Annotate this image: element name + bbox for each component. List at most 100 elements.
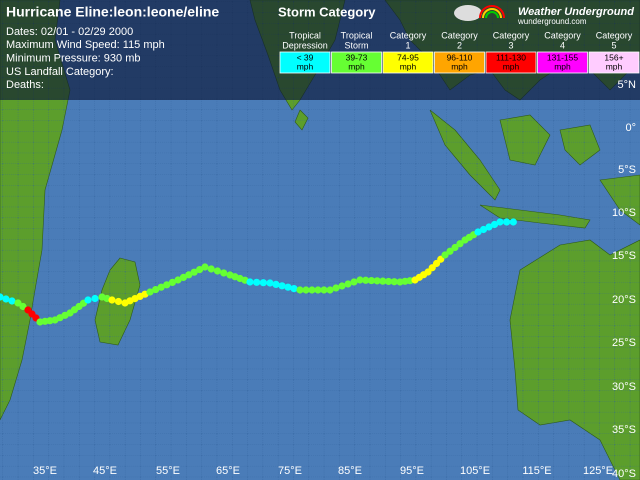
- track-point: [503, 218, 511, 226]
- legend-name: Storm: [344, 40, 368, 50]
- track-point: [213, 267, 222, 275]
- track-point: [8, 297, 16, 305]
- legend-range: mph: [400, 61, 417, 71]
- legend-swatch: [537, 51, 588, 74]
- track-point: [174, 276, 182, 284]
- legend-title: Storm Category: [278, 4, 376, 19]
- track-point: [451, 243, 459, 252]
- track-point: [284, 283, 292, 291]
- track-point: [390, 278, 398, 286]
- track-point: [302, 286, 310, 294]
- legend-swatch: [279, 51, 331, 74]
- info-line: Dates: 02/01 - 02/29 2000: [6, 26, 133, 38]
- legend-name: 5: [611, 40, 616, 50]
- lon-label: 85°E: [338, 465, 362, 477]
- legend-range: mph: [503, 61, 520, 71]
- track-point: [356, 276, 364, 284]
- track-point: [338, 282, 346, 290]
- legend-range: mph: [451, 61, 468, 71]
- legend-swatch: [434, 51, 485, 74]
- legend-swatch: [382, 51, 434, 74]
- lat-label: 35°S: [612, 424, 636, 436]
- track-point: [163, 281, 171, 289]
- track-point: [479, 225, 488, 234]
- track-point: [152, 286, 160, 294]
- track-point: [320, 286, 328, 294]
- lat-label: 40°S: [612, 468, 636, 480]
- track-point: [19, 302, 27, 311]
- track-point: [456, 240, 464, 248]
- lat-label: 0°: [625, 122, 636, 134]
- track-point: [2, 295, 10, 303]
- lon-label: 45°E: [93, 465, 117, 477]
- lon-label: 125°E: [583, 465, 613, 477]
- legend-range: 131-155: [547, 52, 578, 62]
- legend-name: 4: [560, 40, 565, 50]
- track-point: [108, 296, 116, 304]
- track-point: [441, 251, 449, 259]
- track-point: [362, 276, 370, 284]
- track-point: [314, 286, 322, 294]
- track-point: [485, 223, 493, 231]
- info-line: Deaths:: [6, 79, 44, 91]
- legend-range: 96-110: [447, 52, 473, 62]
- track-point: [326, 286, 334, 294]
- track-point: [91, 294, 99, 303]
- track-point: [474, 228, 482, 236]
- track-point: [350, 278, 358, 286]
- lon-label: 75°E: [278, 465, 302, 477]
- lon-label: 65°E: [216, 465, 240, 477]
- legend-range: mph: [297, 61, 314, 71]
- info-line: Maximum Wind Speed: 115 mph: [6, 39, 165, 51]
- legend-name: Tropical: [289, 30, 321, 40]
- track-point: [509, 218, 517, 226]
- track-point: [272, 280, 280, 288]
- track-point: [379, 277, 387, 285]
- legend-range: 74-95: [397, 52, 419, 62]
- legend-name: Depression: [282, 40, 328, 50]
- track-point: [367, 276, 376, 285]
- storm-track: [0, 218, 517, 326]
- legend-name: Tropical: [341, 30, 373, 40]
- track-point: [296, 286, 304, 294]
- legend-name: Category: [544, 30, 581, 40]
- track-point: [207, 265, 215, 273]
- track-point: [496, 218, 504, 226]
- info-line: US Landfall Category:: [6, 66, 114, 78]
- legend-name: Category: [596, 30, 633, 40]
- track-point: [259, 279, 267, 287]
- track-point: [190, 268, 198, 276]
- track-point: [179, 273, 187, 281]
- legend-name: 1: [405, 40, 410, 50]
- track-point: [201, 263, 209, 271]
- legend-range: 156+: [604, 52, 623, 62]
- legend-range: 39-73: [346, 52, 368, 62]
- track-point: [332, 284, 340, 292]
- info-line: Minimum Pressure: 930 mb: [6, 53, 141, 65]
- track-point: [384, 277, 393, 286]
- legend-name: Category: [390, 30, 427, 40]
- track-point: [266, 279, 274, 287]
- track-point: [185, 271, 193, 279]
- legend-swatch: [331, 51, 382, 74]
- lon-label: 55°E: [156, 465, 180, 477]
- track-point: [157, 283, 165, 291]
- legend-range: mph: [348, 61, 365, 71]
- logo-site: wunderground.com: [517, 17, 587, 26]
- logo: Weather Underground wunderground.com: [454, 5, 634, 26]
- track-point: [490, 220, 499, 229]
- logo-name: Weather Underground: [518, 6, 634, 18]
- lon-label: 35°E: [33, 465, 57, 477]
- lat-label: 5°N: [618, 79, 637, 91]
- lat-label: 30°S: [612, 381, 636, 393]
- lon-label: 105°E: [460, 465, 490, 477]
- track-point: [84, 296, 92, 304]
- title: Hurricane Eline:leon:leone/eline: [6, 4, 219, 20]
- lon-label: 115°E: [522, 465, 551, 477]
- header-band: [0, 0, 640, 100]
- lon-label: 95°E: [400, 465, 424, 477]
- legend-swatch: [588, 51, 640, 74]
- legend-name: 2: [457, 40, 462, 50]
- track-point: [253, 278, 261, 286]
